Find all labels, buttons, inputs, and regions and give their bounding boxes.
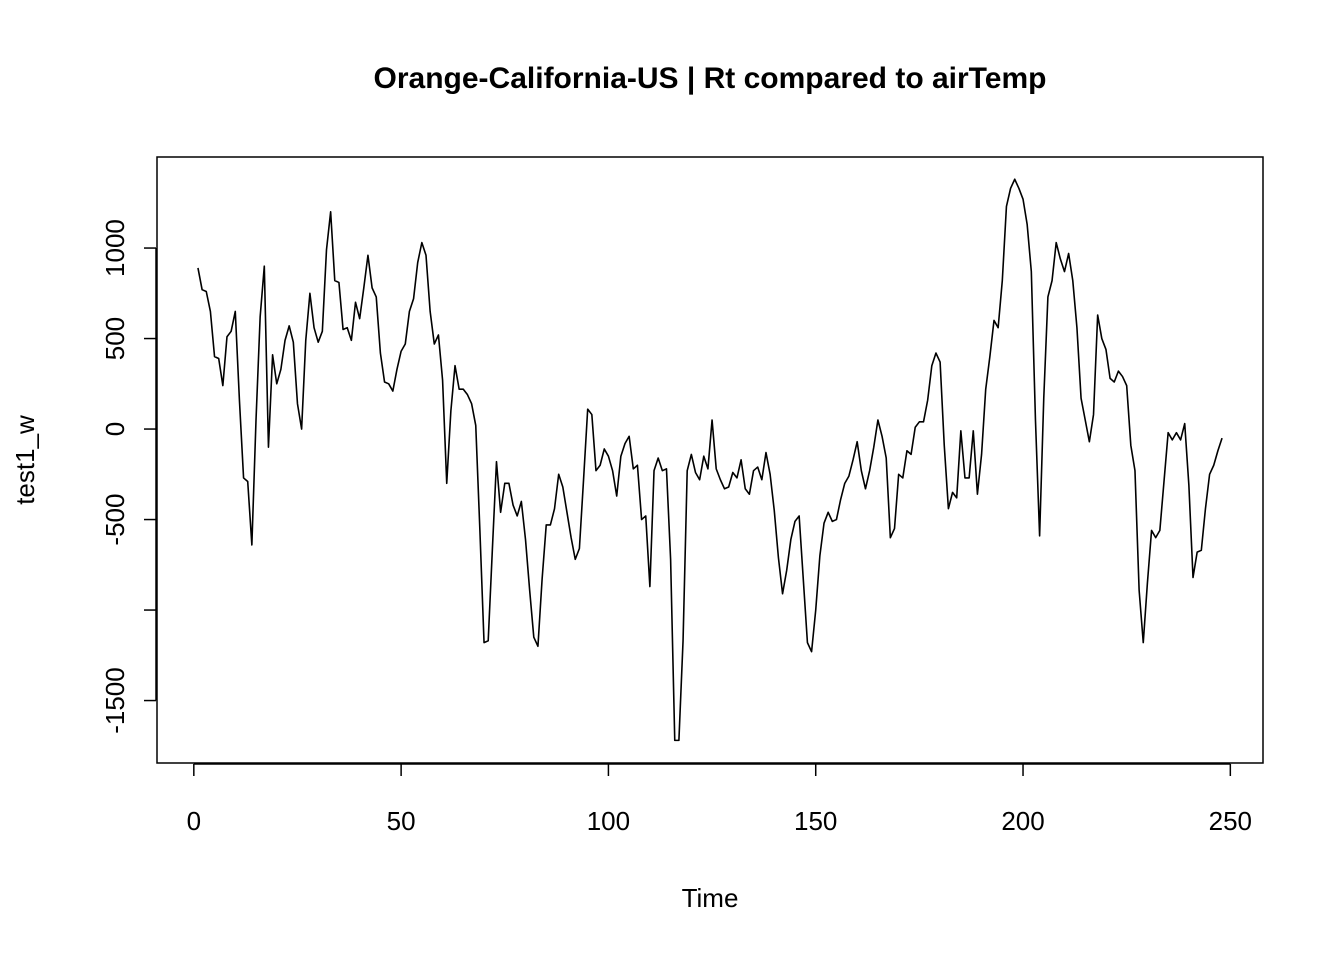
- x-tick-label: 50: [387, 806, 416, 836]
- x-tick-label: 150: [794, 806, 837, 836]
- y-tick-label: 500: [100, 317, 130, 360]
- y-tick-label: 1000: [100, 219, 130, 277]
- y-tick-label: -1500: [100, 667, 130, 734]
- x-tick-label: 200: [1001, 806, 1044, 836]
- chart-title: Orange-California-US | Rt compared to ai…: [374, 62, 1047, 95]
- plot-frame: [156, 156, 1264, 764]
- y-tick-label: -500: [100, 494, 130, 546]
- y-axis-label: test1_w: [10, 415, 40, 505]
- y-tick-label: 0: [100, 422, 130, 436]
- x-tick-label: 250: [1209, 806, 1252, 836]
- x-tick-label: 100: [587, 806, 630, 836]
- x-axis-label: Time: [682, 883, 739, 913]
- data-line: [197, 178, 1223, 742]
- x-tick-label: 0: [187, 806, 201, 836]
